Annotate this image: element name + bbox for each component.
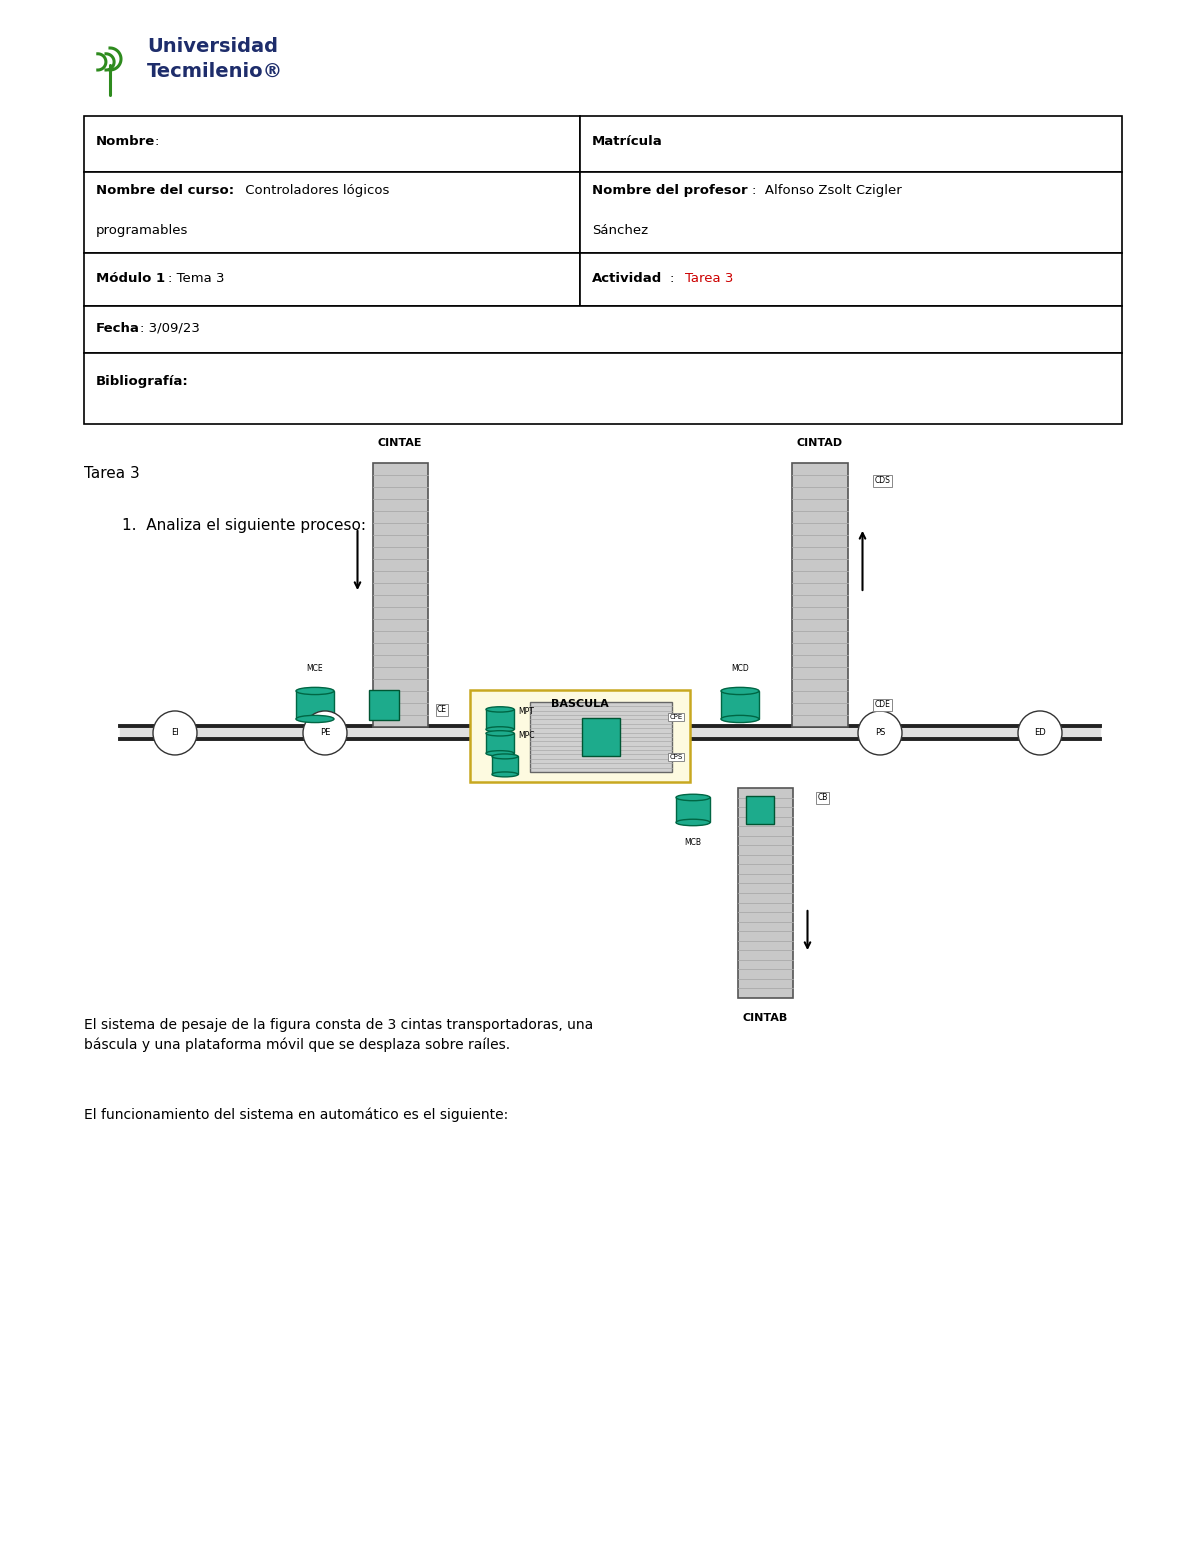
Ellipse shape [296, 716, 334, 722]
Bar [486, 710, 514, 730]
Bar [746, 797, 774, 825]
Bar [580, 172, 1122, 253]
Ellipse shape [492, 772, 518, 776]
Text: BASCULA: BASCULA [551, 699, 608, 710]
Text: MPC: MPC [518, 731, 534, 739]
Text: CPS: CPS [670, 753, 683, 759]
Ellipse shape [676, 794, 710, 801]
Circle shape [1018, 711, 1062, 755]
Text: MCD: MCD [731, 665, 749, 672]
Bar [84, 353, 1122, 424]
Bar [84, 253, 580, 306]
Text: ED: ED [1034, 728, 1046, 738]
Bar [676, 798, 710, 823]
Text: Controladores lógicos: Controladores lógicos [241, 183, 389, 197]
Text: Universidad: Universidad [148, 37, 278, 56]
Text: :: : [656, 135, 660, 148]
Bar [721, 691, 758, 719]
Text: Nombre del curso:: Nombre del curso: [96, 183, 234, 197]
Ellipse shape [486, 727, 514, 731]
Bar [580, 116, 1122, 172]
Text: PE: PE [320, 728, 330, 738]
Text: El funcionamiento del sistema en automático es el siguiente:: El funcionamiento del sistema en automát… [84, 1107, 509, 1123]
Text: CDE: CDE [875, 700, 890, 710]
Text: PS: PS [875, 728, 886, 738]
Text: CDS: CDS [875, 477, 890, 486]
Text: CINTAE: CINTAE [378, 438, 422, 447]
Text: Módulo 1: Módulo 1 [96, 272, 166, 286]
Circle shape [154, 711, 197, 755]
Text: :: : [670, 272, 679, 286]
Text: Tarea 3: Tarea 3 [685, 272, 733, 286]
Text: Nombre: Nombre [96, 135, 155, 148]
Text: MCE: MCE [307, 665, 323, 672]
Bar [580, 253, 1122, 306]
Text: programables: programables [96, 224, 188, 238]
Bar [792, 463, 847, 727]
Text: : Tema 3: : Tema 3 [168, 272, 224, 286]
Bar [738, 787, 792, 999]
Bar [582, 717, 620, 756]
Ellipse shape [486, 730, 514, 736]
Text: Bibliografía:: Bibliografía: [96, 374, 188, 388]
Text: Fecha: Fecha [96, 321, 140, 335]
Text: Matrícula: Matrícula [592, 135, 662, 148]
Ellipse shape [492, 753, 518, 759]
Bar [84, 116, 580, 172]
Bar [84, 306, 1122, 353]
Bar [492, 756, 518, 775]
Text: Tarea 3: Tarea 3 [84, 466, 139, 481]
Bar [84, 172, 580, 253]
Bar [530, 702, 672, 772]
Ellipse shape [676, 820, 710, 826]
Text: Actividad: Actividad [592, 272, 662, 286]
Text: CINTAD: CINTAD [797, 438, 844, 447]
Text: : 3/09/23: : 3/09/23 [140, 321, 200, 335]
Ellipse shape [721, 716, 760, 722]
Text: EI: EI [172, 728, 179, 738]
Text: :  Alfonso Zsolt Czigler: : Alfonso Zsolt Czigler [752, 183, 902, 197]
Bar [372, 463, 427, 727]
Text: 1.  Analiza el siguiente proceso:: 1. Analiza el siguiente proceso: [122, 519, 366, 533]
Text: Tecmilenio®: Tecmilenio® [148, 62, 283, 81]
Text: MCB: MCB [684, 839, 702, 846]
Circle shape [302, 711, 347, 755]
Text: Nombre del profesor: Nombre del profesor [592, 183, 748, 197]
Circle shape [858, 711, 902, 755]
Ellipse shape [486, 707, 514, 713]
Bar [486, 733, 514, 753]
Text: CPE: CPE [670, 714, 683, 721]
Text: Sánchez: Sánchez [592, 224, 648, 238]
Text: El sistema de pesaje de la figura consta de 3 cintas transportadoras, una
báscul: El sistema de pesaje de la figura consta… [84, 1017, 593, 1053]
Text: :: : [154, 135, 158, 148]
Text: CINTAB: CINTAB [743, 1013, 787, 1023]
Bar [370, 690, 398, 721]
Text: CE: CE [437, 705, 446, 714]
Bar [470, 690, 690, 783]
Ellipse shape [486, 750, 514, 756]
Bar [296, 691, 334, 719]
Text: MPT: MPT [518, 707, 534, 716]
Text: CB: CB [817, 794, 828, 803]
Ellipse shape [296, 688, 334, 694]
Ellipse shape [721, 688, 760, 694]
